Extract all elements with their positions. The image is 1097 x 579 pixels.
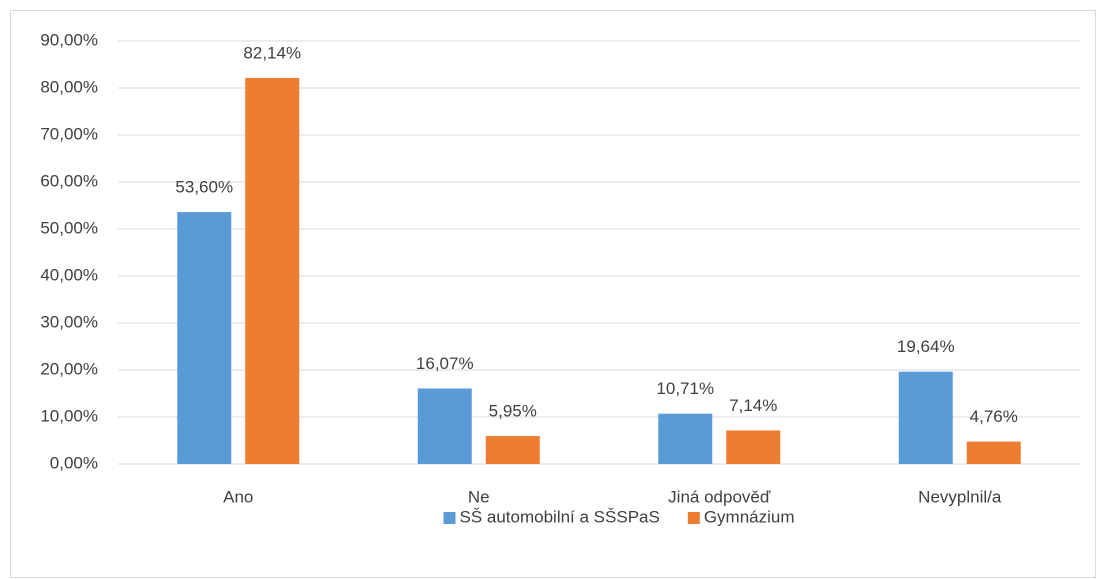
y-tick-label: 20,00% <box>40 359 98 378</box>
y-tick-label: 50,00% <box>40 218 98 237</box>
y-tick-label: 40,00% <box>40 265 98 284</box>
bar <box>726 430 781 464</box>
y-tick-label: 30,00% <box>40 312 98 331</box>
bar <box>245 77 300 464</box>
value-label: 5,95% <box>489 402 537 421</box>
value-label: 82,14% <box>243 43 301 62</box>
bar <box>658 413 713 464</box>
y-tick-label: 10,00% <box>40 406 98 425</box>
value-label: 19,64% <box>897 337 955 356</box>
legend-swatch <box>443 512 456 524</box>
x-tick-label: Nevyplnil/a <box>918 487 1002 506</box>
value-label: 7,14% <box>729 396 777 415</box>
legend-swatch <box>687 512 700 524</box>
legend-label: Gymnázium <box>704 507 795 526</box>
value-label: 10,71% <box>656 379 714 398</box>
y-tick-label: 90,00% <box>40 30 98 49</box>
y-tick-label: 0,00% <box>50 453 98 472</box>
y-tick-label: 60,00% <box>40 171 98 190</box>
bar <box>177 212 232 464</box>
y-tick-label: 80,00% <box>40 77 98 96</box>
value-label: 16,07% <box>416 354 474 373</box>
bar <box>966 441 1021 464</box>
value-label: 4,76% <box>970 407 1018 426</box>
x-tick-label: Ne <box>468 487 490 506</box>
x-tick-label: Ano <box>223 487 253 506</box>
legend-label: SŠ automobilní a SŠSPaS <box>459 507 659 526</box>
bar <box>898 371 953 464</box>
bar <box>417 388 472 464</box>
bar <box>485 436 540 464</box>
value-label: 53,60% <box>175 178 233 197</box>
x-tick-label: Jiná odpověď <box>668 487 771 506</box>
y-tick-label: 70,00% <box>40 124 98 143</box>
